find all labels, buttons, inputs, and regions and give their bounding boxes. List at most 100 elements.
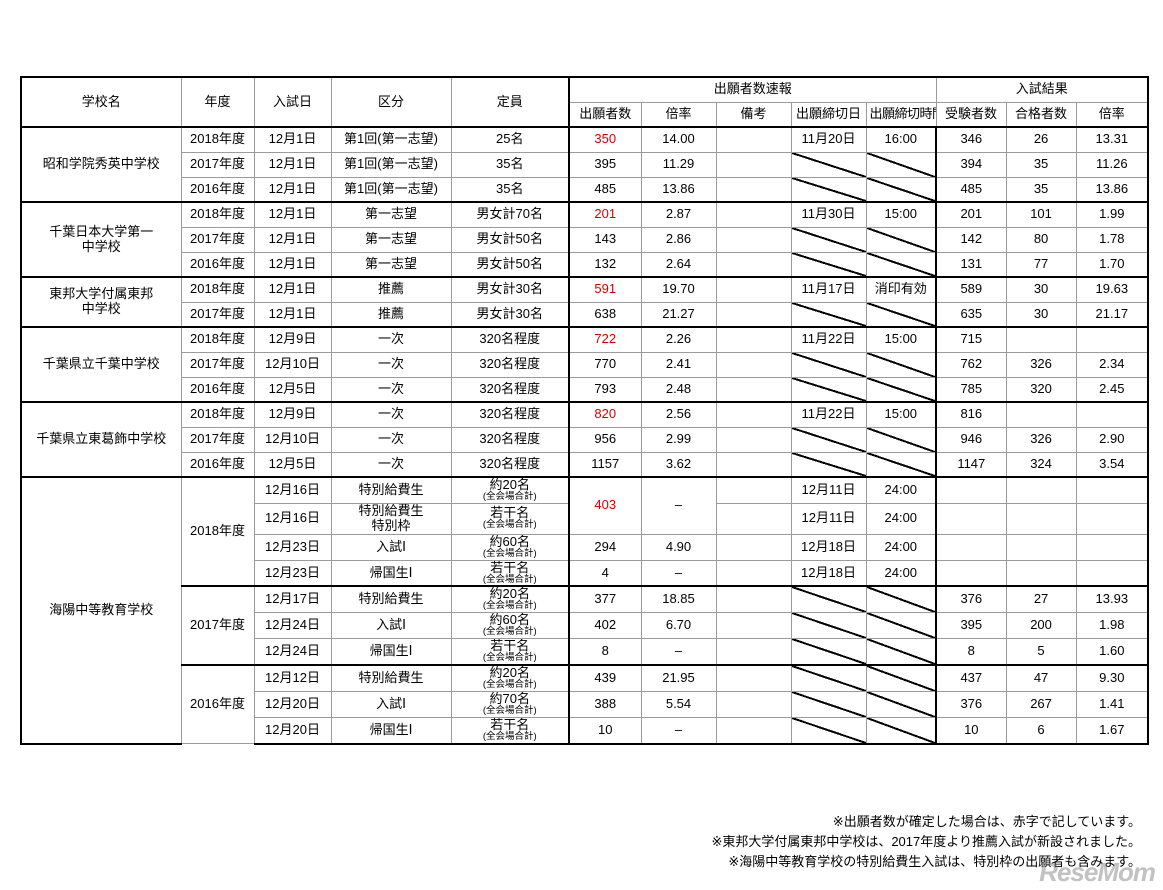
cell-remarks bbox=[715, 451, 792, 478]
cell-examinees: 589 bbox=[935, 276, 1007, 303]
cell-remarks bbox=[715, 502, 792, 535]
table-row: 千葉県立千葉中学校 2018年度 12月9日 一次 320名程度 722 2.26 11月22… bbox=[20, 326, 1150, 403]
cell-result-ratio bbox=[1075, 533, 1150, 561]
cell-remarks bbox=[715, 176, 792, 203]
cell-deadline-date: 12月18日 bbox=[790, 559, 867, 587]
cell-exam-date: 12月1日 bbox=[253, 226, 332, 253]
cell-applicants: 395 bbox=[568, 151, 642, 178]
cell-result-ratio: 21.17 bbox=[1075, 301, 1150, 328]
cell-ratio: – bbox=[640, 475, 717, 535]
cell-deadline-time bbox=[865, 585, 938, 614]
cell-exam-date: 12月16日 bbox=[253, 502, 332, 535]
header-row-top: 学校名 年度 入試日 区分 定員 出願者数速報 入試結果 bbox=[20, 76, 1150, 128]
table-row: 2017年度 12月1日 推薦 男女計30名 638 21.27 635 30 21.17 bbox=[21, 301, 1150, 328]
footnote-3: ※海陽中等教育学校の特別給費生入試は、特別枠の出願者も含みます。 bbox=[728, 854, 1141, 870]
cell-remarks bbox=[715, 201, 792, 228]
cell-examinees: 762 bbox=[935, 351, 1007, 378]
cell-year: 2017年度 bbox=[180, 226, 255, 253]
cell-deadline-time bbox=[865, 251, 938, 278]
cell-school-name: 千葉県立東葛飾中学校 bbox=[20, 401, 182, 478]
cell-deadline-time bbox=[865, 301, 938, 328]
cell-applicants: 638 bbox=[568, 301, 642, 328]
cell-examinees: 946 bbox=[935, 426, 1007, 453]
cell-year: 2016年度 bbox=[180, 664, 255, 745]
cell-school-name: 東邦大学付属東邦 中学校 bbox=[20, 276, 182, 328]
cell-ratio: 2.64 bbox=[640, 251, 717, 278]
cell-capacity: 若干名 (全会場合計) bbox=[450, 716, 570, 745]
cell-examinees: 785 bbox=[935, 376, 1007, 403]
cell-category: 第1回(第一志望) bbox=[330, 126, 452, 153]
cell-passers: 5 bbox=[1005, 638, 1077, 666]
cell-category: 一次 bbox=[330, 451, 452, 478]
cell-deadline-time bbox=[865, 612, 938, 640]
cell-examinees: 395 bbox=[935, 612, 1007, 640]
cell-result-ratio: 1.67 bbox=[1075, 716, 1150, 745]
cell-applicants: 143 bbox=[568, 226, 642, 253]
cell-passers: 326 bbox=[1005, 426, 1077, 453]
cell-result-ratio: 13.86 bbox=[1075, 176, 1150, 203]
cell-year: 2016年度 bbox=[180, 451, 255, 478]
cell-year: 2016年度 bbox=[180, 176, 255, 203]
cell-deadline-time bbox=[865, 226, 938, 253]
cell-category: 第1回(第一志望) bbox=[330, 151, 452, 178]
cell-year: 2016年度 bbox=[180, 376, 255, 403]
cell-examinees: 8 bbox=[935, 638, 1007, 666]
cell-ratio: 14.00 bbox=[640, 126, 717, 153]
cell-examinees: 376 bbox=[935, 690, 1007, 718]
cell-deadline-time: 24:00 bbox=[865, 502, 938, 535]
cell-ratio: 6.70 bbox=[640, 612, 717, 640]
cell-year: 2018年度 bbox=[180, 401, 255, 428]
cell-category: 推薦 bbox=[330, 301, 452, 328]
cell-category: 入試Ⅰ bbox=[330, 690, 452, 718]
cell-deadline-date bbox=[790, 612, 867, 640]
cell-applicants: 722 bbox=[568, 326, 642, 353]
cell-result-ratio: 9.30 bbox=[1075, 664, 1150, 692]
cell-deadline-date bbox=[790, 716, 867, 745]
cell-category: 一次 bbox=[330, 326, 452, 353]
cell-deadline-date: 12月11日 bbox=[790, 502, 867, 535]
cell-category: 特別給費生 bbox=[330, 585, 452, 614]
cell-exam-date: 12月23日 bbox=[253, 533, 332, 561]
cell-examinees: 485 bbox=[935, 176, 1007, 203]
cell-applicants: 388 bbox=[568, 690, 642, 718]
cell-capacity: 男女計50名 bbox=[450, 251, 570, 278]
cell-exam-date: 12月16日 bbox=[253, 475, 332, 504]
cell-examinees: 437 bbox=[935, 664, 1007, 692]
table-row: 2017年度 12月10日 一次 320名程度 956 2.99 946 326 2.90 bbox=[21, 426, 1150, 453]
cell-school-name: 千葉日本大学第一 中学校 bbox=[20, 201, 182, 278]
cell-deadline-date bbox=[790, 664, 867, 692]
cell-deadline-time: 15:00 bbox=[865, 401, 938, 428]
cell-deadline-time bbox=[865, 716, 938, 745]
cell-category: 特別給費生 特別枠 bbox=[330, 502, 452, 535]
cell-ratio: 5.54 bbox=[640, 690, 717, 718]
cell-exam-date: 12月5日 bbox=[253, 376, 332, 403]
cell-year: 2018年度 bbox=[180, 126, 255, 153]
cell-passers bbox=[1005, 502, 1077, 535]
table-row: 2016年度 12月1日 第1回(第一志望) 35名 485 13.86 485 35 13.8… bbox=[21, 176, 1150, 203]
cell-deadline-date: 11月22日 bbox=[790, 326, 867, 353]
cell-passers: 26 bbox=[1005, 126, 1077, 153]
table-row: 2016年度 12月5日 一次 320名程度 1157 3.62 1147 324 3.54 bbox=[21, 451, 1150, 478]
cell-deadline-date: 11月30日 bbox=[790, 201, 867, 228]
cell-remarks bbox=[715, 126, 792, 153]
cell-deadline-time bbox=[865, 376, 938, 403]
cell-result-ratio: 13.93 bbox=[1075, 585, 1150, 614]
cell-examinees: 142 bbox=[935, 226, 1007, 253]
cell-category: 一次 bbox=[330, 401, 452, 428]
cell-ratio: – bbox=[640, 559, 717, 587]
cell-deadline-time: 15:00 bbox=[865, 326, 938, 353]
cell-deadline-date bbox=[790, 585, 867, 614]
cell-passers bbox=[1005, 326, 1077, 353]
table-row: 2017年度 12月17日 特別給費生 約20名 (全会場合計) 377 18.85 376 2… bbox=[21, 585, 1150, 666]
cell-applicants: 10 bbox=[568, 716, 642, 745]
cell-ratio: – bbox=[640, 716, 717, 745]
cell-applicants: 770 bbox=[568, 351, 642, 378]
cell-passers: 30 bbox=[1005, 276, 1077, 303]
cell-capacity: 320名程度 bbox=[450, 451, 570, 478]
group-header-results: 入試結果 bbox=[935, 76, 1150, 103]
cell-capacity: 若干名 (全会場合計) bbox=[450, 638, 570, 666]
cell-examinees bbox=[935, 502, 1007, 535]
cell-result-ratio: 1.98 bbox=[1075, 612, 1150, 640]
cell-remarks bbox=[715, 251, 792, 278]
cell-applicants: 8 bbox=[568, 638, 642, 666]
